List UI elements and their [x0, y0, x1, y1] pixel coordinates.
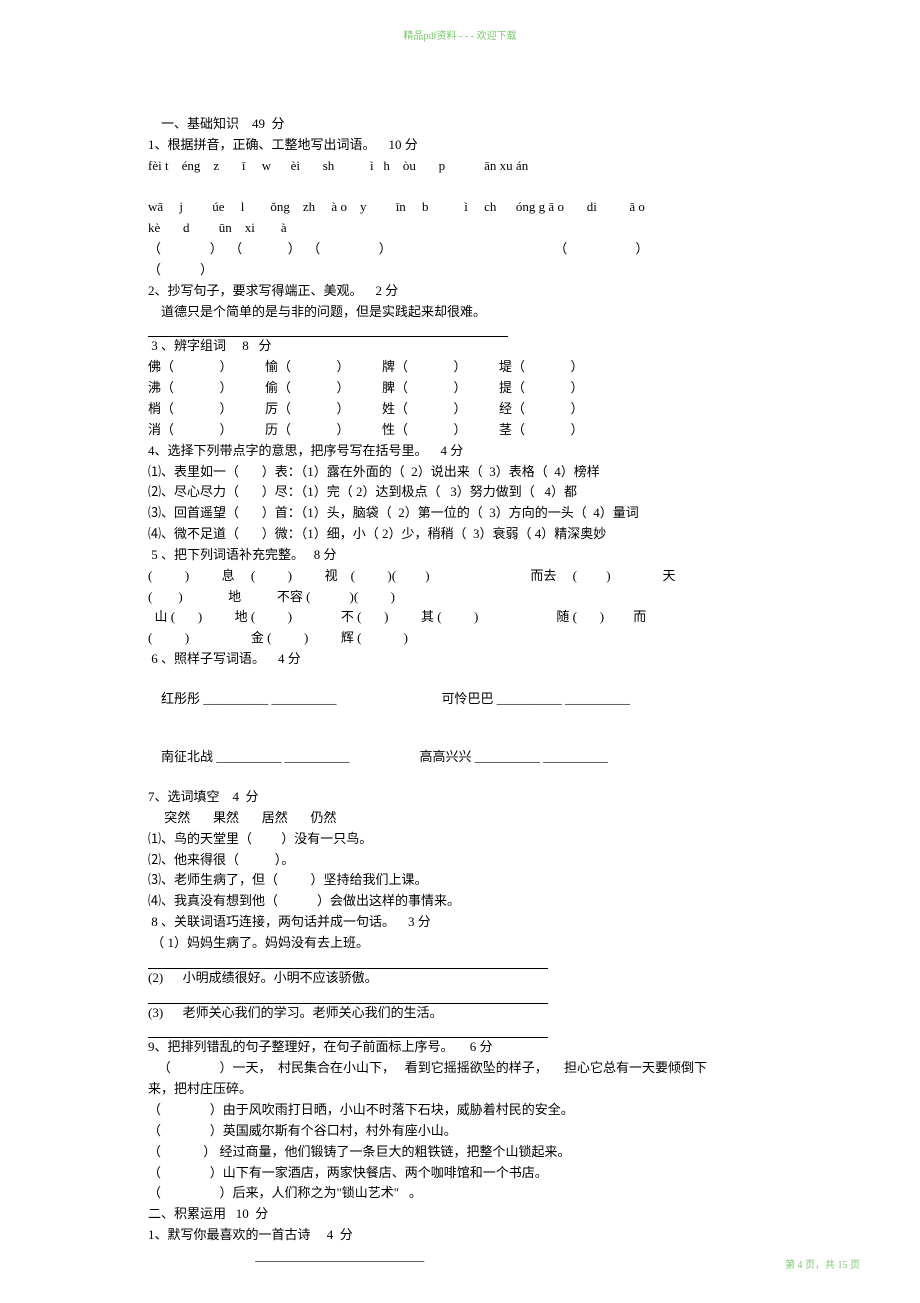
- q1-prompt: 1、根据拼音，正确、工整地写出词语。 10 分: [148, 136, 868, 155]
- q1-pinyin2: wā j úe l ǒng zh à o y īn b ì ch óng g ā…: [148, 198, 868, 217]
- q6-row0-blank: __________ __________: [497, 691, 630, 706]
- q2-prompt: 2、抄写句子，要求写得端正、美观。 2 分: [148, 282, 868, 301]
- q2-answer-line: [148, 323, 508, 337]
- q9-item2: （ ）由于风吹雨打日晒，小山不时落下石块，威胁着村民的安全。: [148, 1101, 868, 1120]
- q4-item0: ⑴、表里如一（ ）表：（1）露在外面的（ 2）说出来（ 3）表格（ 4）榜样: [148, 463, 868, 482]
- footer-page-number: 第 4 页，共 15 页: [785, 1259, 860, 1274]
- q7-words: 突然 果然 居然 仍然: [148, 809, 868, 828]
- q9-item4: （ ） 经过商量，他们锻铸了一条巨大的粗铁链，把整个山锁起来。: [148, 1143, 868, 1162]
- q4-item3: ⑷、微不足道（ ）微：（1）细，小（ 2）少，稍稍（ 3）衰弱（ 4）精深奥妙: [148, 525, 868, 544]
- q3-row1: 沸（ ） 偷（ ） 脾（ ） 提（ ）: [148, 379, 868, 398]
- q8-blank0: [148, 955, 548, 969]
- q9-item6: （ ）后来，人们称之为"锁山艺术" 。: [148, 1184, 868, 1203]
- blank-line: [148, 178, 868, 197]
- q8-blank2: [148, 1024, 548, 1038]
- q3-row3: 消（ ） 历（ ） 性（ ） 茎（ ）: [148, 421, 868, 440]
- q9-prompt: 9、把排列错乱的句子整理好，在句子前面标上序号。 6 分: [148, 1038, 868, 1057]
- q7-item0: ⑴、鸟的天堂里（ ）没有一只鸟。: [148, 830, 868, 849]
- q6-row1-left: 南征北战 __________ __________: [161, 749, 350, 764]
- q6-row0-label: 可怜巴巴: [442, 691, 494, 706]
- q4-prompt: 4、选择下列带点字的意思，把序号写在括号里。 4 分: [148, 442, 868, 461]
- q1-pinyin3: kè d ūn xi à: [148, 219, 868, 238]
- q5-row3: ( ) 金 ( ) 辉 ( ): [148, 629, 868, 648]
- q6-row1-label: 高高兴兴: [420, 749, 472, 764]
- q3-row2: 梢（ ） 厉（ ） 姓（ ） 经（ ）: [148, 400, 868, 419]
- q5-row0: ( ) 息 ( ) 视 ( )( ) 而去 ( ) 天: [148, 567, 868, 586]
- q9-item1: 来，把村庄压碎。: [148, 1080, 868, 1099]
- section1-title: 一、基础知识 49 分: [148, 115, 868, 134]
- q7-item3: ⑷、我真没有想到他（ ）会做出这样的事情来。: [148, 892, 868, 911]
- q8-prompt: 8 、关联词语巧连接，两句话并成一句话。 3 分: [148, 913, 868, 932]
- q5-prompt: 5 、把下列词语补充完整。 8 分: [148, 546, 868, 565]
- q1-pinyin1: fèi t éng z ī w èi sh ì h òu p ān xu án: [148, 157, 868, 176]
- q7-prompt: 7、选词填空 4 分: [148, 788, 868, 807]
- q8-item1: (2) 小明成绩很好。小明不应该骄傲。: [148, 969, 868, 988]
- q3-row0: 佛（ ） 愉（ ） 牌（ ） 堤（ ）: [148, 358, 868, 377]
- header-watermark: 精品pdf资料 - - - 欢迎下载: [403, 30, 516, 45]
- q3-prompt: 3 、辨字组词 8 分: [148, 337, 868, 356]
- q5-row1: ( ) 地 不容 ( )( ): [148, 588, 868, 607]
- s2q1-prompt: 1、默写你最喜欢的一首古诗 4 分: [148, 1226, 868, 1245]
- q1-blanks2: （ ）: [148, 261, 868, 280]
- q6-row1: 南征北战 __________ __________ 高高兴兴 _________…: [148, 729, 868, 786]
- q7-item2: ⑶、老师生病了，但（ ）坚持给我们上课。: [148, 871, 868, 890]
- q6-row0-left: 红彤彤 __________ __________: [161, 691, 337, 706]
- q8-item2: (3) 老师关心我们的学习。老师关心我们的生活。: [148, 1004, 868, 1023]
- q1-blanks: （ ） （ ） （ ） （ ）: [148, 240, 868, 259]
- q6-prompt: 6 、照样子写词语。 4 分: [148, 650, 868, 669]
- q5-row2: 山 ( ) 地 ( ) 不 ( ) 其 ( ) 随 ( ) 而: [148, 608, 868, 627]
- q9-item5: （ ）山下有一家酒店，两家快餐店、两个咖啡馆和一个书店。: [148, 1164, 868, 1183]
- q4-item2: ⑶、回首遥望（ ）首：（1）头，脑袋（ 2）第一位的（ 3）方向的一头（ 4）量…: [148, 504, 868, 523]
- q8-blank1: [148, 990, 548, 1004]
- section2-title: 二、积累运用 10 分: [148, 1205, 868, 1224]
- q7-item1: ⑵、他来得很（ ）。: [148, 851, 868, 870]
- q9-item3: （ ）英国威尔斯有个谷口村，村外有座小山。: [148, 1122, 868, 1141]
- q8-item0: （ 1）妈妈生病了。妈妈没有去上班。: [148, 934, 868, 953]
- q6-row1-blank: __________ __________: [475, 749, 608, 764]
- document-content: 一、基础知识 49 分 1、根据拼音，正确、工整地写出词语。 10 分 fèi …: [148, 115, 868, 1268]
- q6-row0: 红彤彤 __________ __________ 可怜巴巴 __________…: [148, 671, 868, 728]
- q2-sentence: 道德只是个简单的是与非的问题，但是实践起来却很难。: [148, 303, 868, 322]
- s2q1-blank: __________________________: [148, 1247, 868, 1266]
- q4-item1: ⑵、尽心尽力（ ）尽：（1）完（ 2）达到极点（ 3）努力做到（ 4）都: [148, 483, 868, 502]
- q9-item0: （ ）一天， 村民集合在小山下， 看到它摇摇欲坠的样子， 担心它总有一天要倾倒下: [148, 1059, 868, 1078]
